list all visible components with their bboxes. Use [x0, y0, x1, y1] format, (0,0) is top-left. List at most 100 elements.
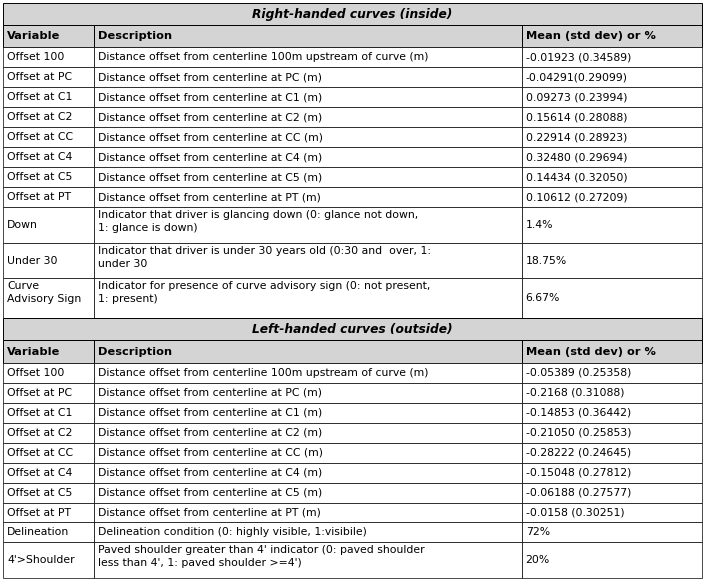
- Bar: [522, 278, 702, 318]
- Text: -0.04291(0.29099): -0.04291(0.29099): [526, 73, 627, 83]
- Bar: [94, 340, 522, 363]
- Bar: [3, 48, 94, 67]
- Text: 0.15614 (0.28088): 0.15614 (0.28088): [526, 112, 627, 123]
- Text: -0.14853 (0.36442): -0.14853 (0.36442): [526, 408, 631, 418]
- Bar: [3, 67, 94, 87]
- Bar: [522, 522, 702, 543]
- Bar: [522, 383, 702, 403]
- Bar: [522, 422, 702, 443]
- Text: Mean (std dev) or %: Mean (std dev) or %: [526, 31, 656, 41]
- Bar: [94, 403, 522, 422]
- Bar: [94, 48, 522, 67]
- Text: Offset at C2: Offset at C2: [7, 428, 73, 437]
- Bar: [522, 483, 702, 503]
- Text: Indicator that driver is glancing down (0: glance not down,
1: glance is down): Indicator that driver is glancing down (…: [98, 210, 418, 233]
- Bar: [94, 25, 522, 48]
- Bar: [94, 87, 522, 107]
- Text: 0.32480 (0.29694): 0.32480 (0.29694): [526, 152, 627, 162]
- Text: 6.67%: 6.67%: [526, 293, 560, 303]
- Text: -0.06188 (0.27577): -0.06188 (0.27577): [526, 487, 631, 497]
- Text: Offset at C4: Offset at C4: [7, 468, 73, 478]
- Bar: [3, 148, 94, 167]
- Bar: [3, 462, 94, 483]
- Text: Description: Description: [98, 31, 172, 41]
- Bar: [94, 462, 522, 483]
- Text: Offset at CC: Offset at CC: [7, 447, 73, 458]
- Bar: [522, 127, 702, 148]
- Bar: [3, 187, 94, 207]
- Bar: [3, 3, 702, 25]
- Bar: [522, 87, 702, 107]
- Text: Distance offset from centerline at PT (m): Distance offset from centerline at PT (m…: [98, 508, 321, 518]
- Bar: [94, 503, 522, 522]
- Text: Offset at C1: Offset at C1: [7, 92, 73, 102]
- Bar: [94, 243, 522, 278]
- Text: Offset at CC: Offset at CC: [7, 132, 73, 142]
- Bar: [522, 107, 702, 127]
- Text: Offset at C1: Offset at C1: [7, 408, 73, 418]
- Text: 0.09273 (0.23994): 0.09273 (0.23994): [526, 92, 627, 102]
- Text: Offset at C2: Offset at C2: [7, 112, 73, 123]
- Text: Under 30: Under 30: [7, 256, 58, 266]
- Bar: [522, 187, 702, 207]
- Bar: [94, 522, 522, 543]
- Text: Distance offset from centerline at C4 (m): Distance offset from centerline at C4 (m…: [98, 468, 322, 478]
- Bar: [94, 107, 522, 127]
- Bar: [522, 67, 702, 87]
- Bar: [522, 443, 702, 462]
- Bar: [3, 318, 702, 340]
- Bar: [94, 543, 522, 578]
- Bar: [522, 340, 702, 363]
- Bar: [522, 243, 702, 278]
- Text: Offset at PT: Offset at PT: [7, 192, 71, 202]
- Text: 0.10612 (0.27209): 0.10612 (0.27209): [526, 192, 627, 202]
- Bar: [94, 67, 522, 87]
- Bar: [3, 243, 94, 278]
- Bar: [94, 278, 522, 318]
- Text: Distance offset from centerline at C5 (m): Distance offset from centerline at C5 (m…: [98, 173, 322, 182]
- Bar: [3, 443, 94, 462]
- Text: Distance offset from centerline 100m upstream of curve (m): Distance offset from centerline 100m ups…: [98, 368, 429, 378]
- Bar: [3, 25, 94, 48]
- Text: Distance offset from centerline 100m upstream of curve (m): Distance offset from centerline 100m ups…: [98, 52, 429, 62]
- Text: Distance offset from centerline at C5 (m): Distance offset from centerline at C5 (m…: [98, 487, 322, 497]
- Text: 1.4%: 1.4%: [526, 220, 553, 230]
- Bar: [94, 187, 522, 207]
- Bar: [3, 278, 94, 318]
- Text: Offset at C5: Offset at C5: [7, 487, 73, 497]
- Text: Offset 100: Offset 100: [7, 368, 64, 378]
- Text: Variable: Variable: [7, 31, 61, 41]
- Text: Down: Down: [7, 220, 38, 230]
- Bar: [3, 522, 94, 543]
- Bar: [3, 363, 94, 383]
- Text: 0.22914 (0.28923): 0.22914 (0.28923): [526, 132, 627, 142]
- Bar: [94, 207, 522, 243]
- Text: Curve
Advisory Sign: Curve Advisory Sign: [7, 281, 81, 304]
- Text: Delineation condition (0: highly visible, 1:visibile): Delineation condition (0: highly visible…: [98, 528, 367, 537]
- Bar: [522, 25, 702, 48]
- Text: 72%: 72%: [526, 528, 550, 537]
- Bar: [94, 127, 522, 148]
- Text: Offset at C5: Offset at C5: [7, 173, 73, 182]
- Text: 18.75%: 18.75%: [526, 256, 567, 266]
- Text: Indicator for presence of curve advisory sign (0: not present,
1: present): Indicator for presence of curve advisory…: [98, 281, 430, 304]
- Text: Distance offset from centerline at CC (m): Distance offset from centerline at CC (m…: [98, 447, 323, 458]
- Text: -0.15048 (0.27812): -0.15048 (0.27812): [526, 468, 631, 478]
- Text: -0.21050 (0.25853): -0.21050 (0.25853): [526, 428, 631, 437]
- Text: Distance offset from centerline at C2 (m): Distance offset from centerline at C2 (m…: [98, 428, 322, 437]
- Text: Distance offset from centerline at PC (m): Distance offset from centerline at PC (m…: [98, 388, 322, 397]
- Bar: [522, 363, 702, 383]
- Bar: [3, 383, 94, 403]
- Text: -0.01923 (0.34589): -0.01923 (0.34589): [526, 52, 631, 62]
- Text: Delineation: Delineation: [7, 528, 69, 537]
- Bar: [94, 363, 522, 383]
- Text: Distance offset from centerline at CC (m): Distance offset from centerline at CC (m…: [98, 132, 323, 142]
- Bar: [522, 403, 702, 422]
- Text: -0.28222 (0.24645): -0.28222 (0.24645): [526, 447, 631, 458]
- Bar: [94, 483, 522, 503]
- Text: Distance offset from centerline at C1 (m): Distance offset from centerline at C1 (m…: [98, 92, 322, 102]
- Bar: [94, 148, 522, 167]
- Bar: [522, 148, 702, 167]
- Text: Right-handed curves (inside): Right-handed curves (inside): [252, 8, 453, 20]
- Text: Description: Description: [98, 346, 172, 357]
